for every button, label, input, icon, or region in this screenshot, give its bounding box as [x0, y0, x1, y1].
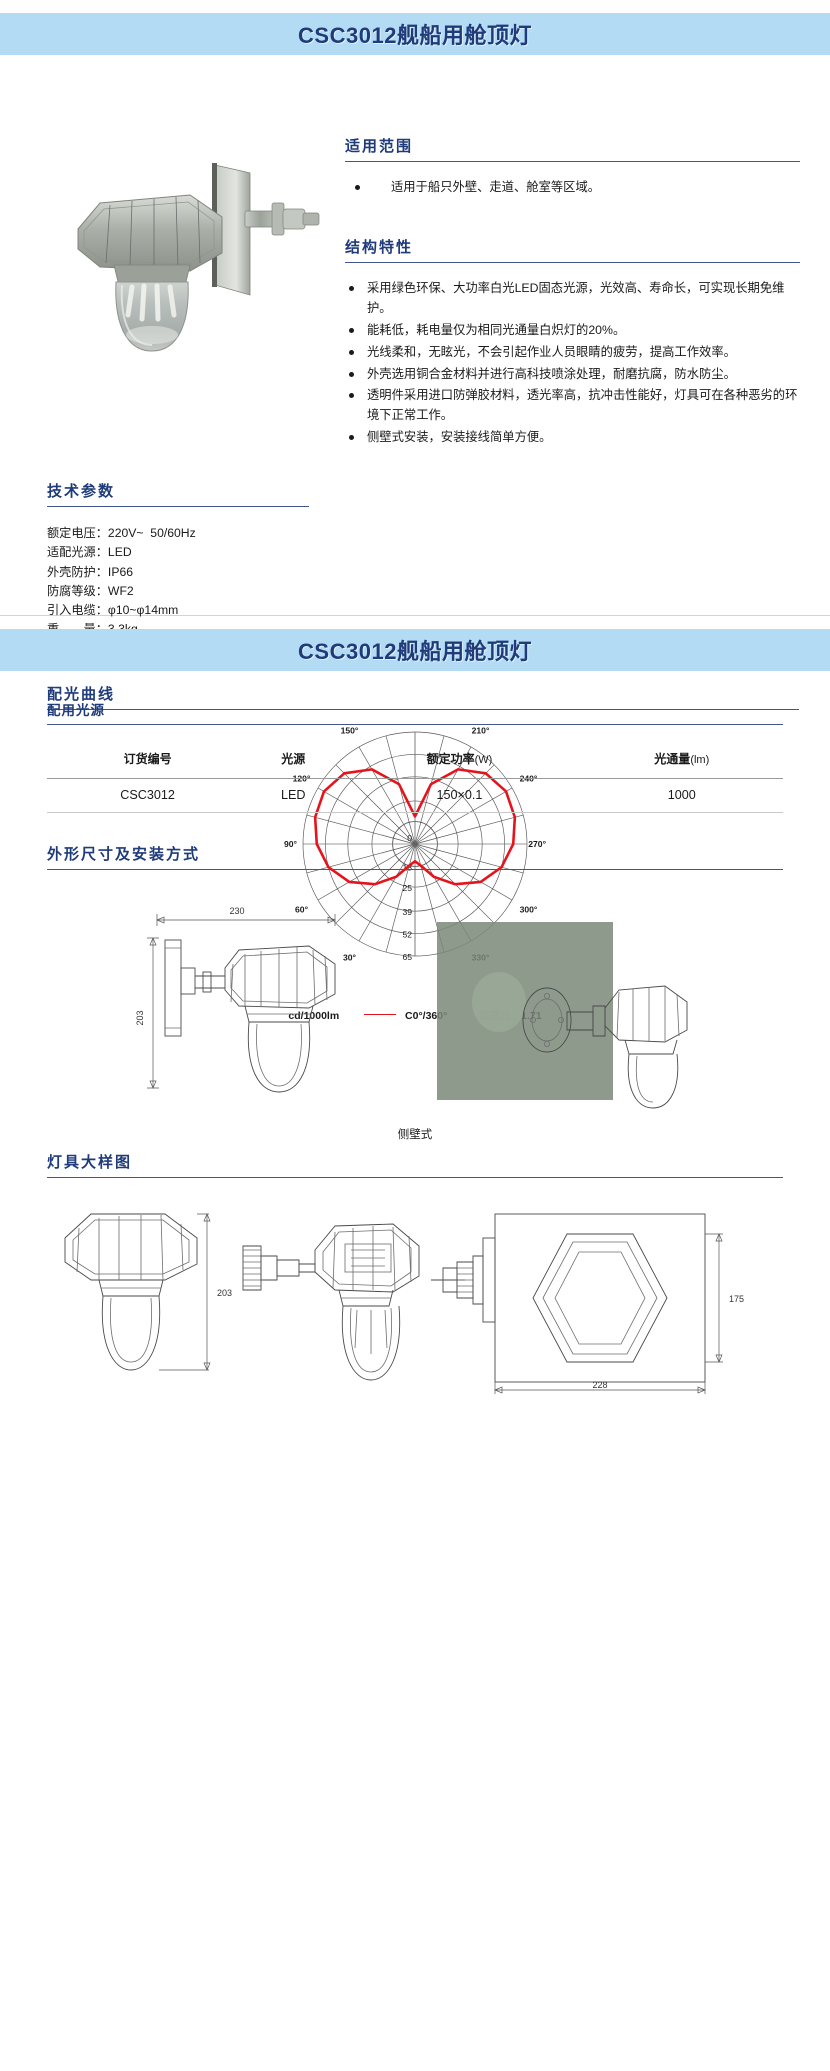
dim-width-label: 230	[229, 906, 244, 916]
caption-series: C0°/360°	[405, 1009, 448, 1022]
tech-param-corrosion: 防腐等级：WF2	[47, 583, 134, 598]
scope-heading-text: 适用范围	[345, 138, 414, 155]
polar-angle-label-210: 210°	[472, 726, 490, 736]
lightdist-heading-text: 配光曲线	[47, 686, 116, 703]
col-rated-power-unit: (W)	[474, 754, 493, 766]
product-photo	[40, 145, 330, 370]
list-item: 能耗低，耗电量仅为相同光通量白炽灯的20%。	[345, 321, 800, 341]
page-1: CSC3012舰船用舱顶灯	[0, 13, 830, 1022]
detail-right-height-label: 175	[729, 1294, 744, 1304]
page1-title: CSC3012舰船用舱顶灯	[298, 23, 532, 48]
cell-order-no: CSC3012	[47, 778, 249, 813]
list-item: 采用绿色环保、大功率白光LED固态光源，光效高、寿命长，可实现长期免维护。	[345, 279, 800, 319]
list-item: 外壳选用铜合金材料并进行高科技喷涂处理，耐磨抗腐，防水防尘。	[345, 365, 800, 385]
cell-light-source: LED	[248, 778, 339, 813]
dimensions-block: 外形尺寸及安装方式 230 203	[47, 843, 783, 1141]
tech-param-ip: 外壳防护：IP66	[47, 564, 134, 579]
scope-list: 适用于船只外壁、走道、舱室等区域。	[345, 178, 800, 198]
col-light-source-label: 光源	[281, 752, 306, 766]
polar-radial-label-0: 0	[407, 833, 412, 843]
col-light-source: 光源	[248, 741, 339, 779]
page1-upper-section: 适用范围 适用于船只外壁、走道、舱室等区域。 结构特性 采用绿色环保、大功率白光…	[0, 55, 830, 1022]
col-order-no-label: 订货编号	[123, 752, 172, 766]
polar-chart-wrap: 0°210°240°270°300°330°30°60°90°120°150°0…	[0, 716, 830, 1046]
tech-param-lamp: 适配光源：LED	[47, 545, 132, 560]
page-separator	[0, 615, 830, 616]
detail-heading-text: 灯具大样图	[47, 1154, 133, 1171]
page1-title-bar: CSC3012舰船用舱顶灯	[0, 13, 830, 55]
polar-radial-label-52: 52	[402, 930, 412, 940]
page2-title-bar: CSC3012舰船用舱顶灯	[0, 629, 830, 671]
section-heading-tech: 技术参数	[47, 480, 309, 513]
col-rated-power: 额定功率(W)	[338, 741, 581, 779]
table-row: CSC3012 LED 150×0.1 1000	[47, 778, 783, 813]
detail-heading-rule	[47, 1177, 783, 1178]
detail-drawings: 203	[47, 1198, 783, 1408]
dim-height-label: 203	[135, 1010, 145, 1025]
page2-title: CSC3012舰船用舱顶灯	[298, 639, 532, 664]
dimensions-caption: 侧壁式	[397, 1129, 433, 1141]
source-heading-rule	[47, 724, 783, 725]
tech-params-block: 技术参数 额定电压：220V~ 50/60Hz 适配光源：LED 外壳防护：IP…	[47, 480, 309, 640]
page-2: CSC3012舰船用舱顶灯 配用光源 订货编号 光源 额定功率(W)	[0, 629, 830, 1428]
section-heading-detail: 灯具大样图	[47, 1151, 783, 1184]
polar-radial-label-39: 39	[402, 907, 412, 917]
col-luminous-flux: 光通量(lm)	[580, 741, 783, 779]
features-heading-text: 结构特性	[345, 238, 414, 256]
detail-right-width-label: 228	[592, 1380, 607, 1390]
light-distribution-block: 配光曲线 0°210°240°270°300°330°30°60°90°120°…	[47, 683, 799, 1046]
list-item: 光线柔和，无眩光，不会引起作业人员眼睛的疲劳，提高工作效率。	[345, 343, 800, 363]
polar-radial-label-65: 65	[402, 952, 412, 962]
right-column: 适用范围 适用于船只外壁、走道、舱室等区域。 结构特性 采用绿色环保、大功率白光…	[345, 135, 800, 450]
col-order-no: 订货编号	[47, 741, 249, 779]
caption-unit: cd/1000lm	[288, 1009, 340, 1022]
polar-angle-label-270: 270°	[528, 839, 546, 849]
cell-luminous-flux: 1000	[580, 778, 783, 813]
dimension-drawings: 230 203	[47, 890, 783, 1141]
cell-rated-power: 150×0.1	[338, 778, 581, 813]
features-list: 采用绿色环保、大功率白光LED固态光源，光效高、寿命长，可实现长期免维护。 能耗…	[345, 279, 800, 448]
tech-heading-text: 技术参数	[47, 483, 116, 500]
col-luminous-flux-unit: (lm)	[690, 754, 710, 766]
tech-param-voltage: 额定电压：220V~ 50/60Hz	[47, 526, 196, 540]
section-heading-lightdist: 配光曲线	[47, 683, 799, 716]
polar-angle-label-150: 150°	[341, 726, 359, 736]
dimensions-heading-text: 外形尺寸及安装方式	[47, 846, 201, 863]
light-distribution-curve	[313, 768, 517, 886]
source-heading-text: 配用光源	[47, 703, 105, 718]
tech-params-list: 额定电压：220V~ 50/60Hz 适配光源：LED 外壳防护：IP66 防腐…	[47, 524, 309, 640]
polar-angle-label-60: 60°	[295, 905, 309, 915]
lightdist-heading-rule	[47, 709, 799, 710]
list-item: 适用于船只外壁、走道、舱室等区域。	[345, 178, 800, 198]
light-distribution-polar-chart: 0°210°240°270°300°330°30°60°90°120°150°0…	[284, 726, 547, 963]
section-heading-source: 配用光源	[47, 699, 783, 731]
source-block: 配用光源 订货编号 光源 额定功率(W) 光通量(lm)	[47, 699, 783, 813]
list-item: 侧壁式安装，安装接线简单方便。	[345, 428, 800, 448]
table-header-row: 订货编号 光源 额定功率(W) 光通量(lm)	[47, 741, 783, 779]
section-heading-scope: 适用范围	[345, 135, 800, 168]
source-table: 订货编号 光源 额定功率(W) 光通量(lm) CSC3012 LED	[47, 741, 783, 813]
dimensions-heading-rule	[47, 869, 783, 870]
scope-heading-rule	[345, 161, 800, 162]
polar-angle-label-300: 300°	[520, 905, 538, 915]
polar-angle-label-30: 30°	[343, 952, 357, 962]
list-item: 透明件采用进口防弹胶材料，透光率高，抗冲击性能好，灯具可在各种恶劣的环境下正常工…	[345, 386, 800, 426]
section-heading-features: 结构特性	[345, 236, 800, 269]
features-heading-rule	[345, 261, 800, 263]
polar-angle-label-90: 90°	[284, 839, 298, 849]
col-luminous-flux-label: 光通量	[654, 752, 691, 766]
section-heading-dimensions: 外形尺寸及安装方式	[47, 843, 783, 876]
legend-line-icon	[364, 1013, 397, 1015]
tech-param-cable: 引入电缆：φ10~φ14mm	[47, 603, 179, 618]
polar-radial-label-25: 25	[402, 883, 412, 893]
detail-height-label: 203	[217, 1288, 232, 1298]
detail-block: 灯具大样图 203	[47, 1151, 783, 1408]
col-rated-power-label: 额定功率	[426, 752, 475, 766]
tech-heading-rule	[47, 506, 309, 507]
